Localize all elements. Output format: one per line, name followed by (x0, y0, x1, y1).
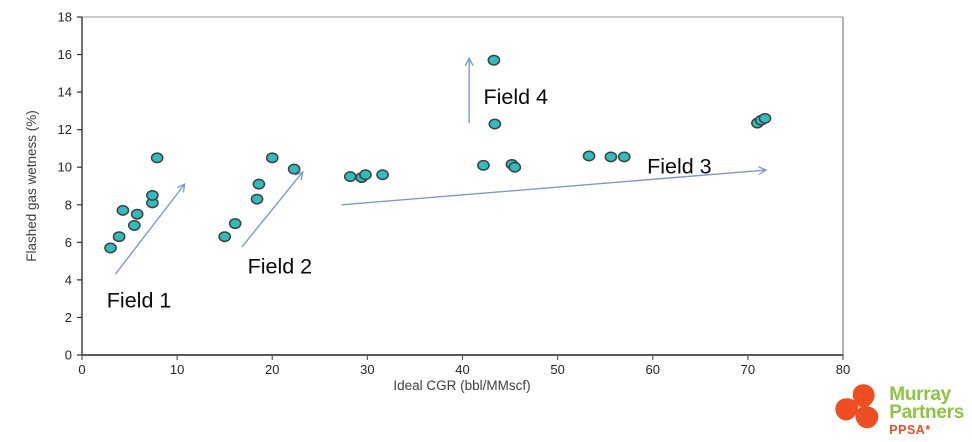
trend-arrows (114, 58, 766, 275)
plot-border (82, 16, 844, 355)
x-axis-ticks: 0 10 20 30 40 50 60 70 80 (78, 355, 850, 377)
data-point (582, 150, 596, 162)
data-point (250, 193, 264, 205)
data-point (477, 159, 490, 171)
data-point (116, 204, 130, 216)
x-tick-label: 70 (741, 362, 755, 377)
y-tick-label: 6 (65, 235, 72, 250)
y-axis-title: Flashed gas wetness (%) (24, 110, 39, 262)
logo-name-line1: Murray (889, 383, 951, 405)
data-point (218, 231, 232, 243)
logo-subtitle: PPSA* (889, 422, 931, 437)
trend-arrow (341, 170, 766, 206)
x-tick-label: 20 (265, 362, 279, 377)
y-tick-label: 16 (58, 47, 72, 62)
field-labels: Field 1 Field 2 Field 3 Field 4 (107, 85, 712, 313)
data-point (617, 151, 631, 163)
x-tick-label: 40 (455, 362, 469, 377)
x-tick-label: 50 (550, 362, 564, 377)
y-tick-label: 14 (58, 85, 72, 100)
data-point (127, 219, 141, 231)
y-tick-label: 4 (65, 272, 72, 287)
data-point (130, 208, 144, 220)
data-point (150, 152, 164, 164)
trend-arrow (114, 184, 184, 275)
data-point (252, 178, 266, 190)
data-point (343, 171, 357, 183)
x-axis-title: Ideal CGR (bbl/MMscf) (393, 378, 530, 393)
y-axis-ticks: 0 2 4 6 8 10 12 14 16 18 (58, 10, 82, 363)
field-label: Field 3 (647, 154, 712, 178)
x-tick-label: 60 (646, 362, 660, 377)
data-point (376, 169, 389, 181)
x-tick-label: 0 (78, 362, 85, 377)
data-point (488, 118, 502, 130)
logo-name-line2: Partners (889, 402, 964, 424)
data-point (287, 163, 301, 175)
y-tick-label: 8 (65, 197, 72, 212)
x-tick-label: 80 (836, 362, 850, 377)
data-point (487, 54, 501, 66)
y-tick-label: 0 (65, 348, 72, 363)
x-tick-label: 30 (360, 362, 374, 377)
field-label: Field 4 (483, 85, 548, 109)
logo-flower-icon (835, 383, 879, 428)
data-point (359, 169, 372, 181)
data-point (228, 218, 242, 230)
logo-petal-shape (835, 397, 859, 420)
logo-petal-shape (855, 405, 879, 428)
axes (81, 17, 843, 356)
data-point (604, 151, 618, 163)
y-tick-label: 12 (58, 122, 72, 137)
logo: Murray Partners PPSA* (834, 383, 964, 436)
field-label: Field 1 (107, 289, 172, 313)
field-label: Field 2 (248, 255, 313, 279)
x-tick-label: 10 (170, 362, 184, 377)
y-tick-label: 18 (58, 10, 72, 25)
data-point (265, 152, 279, 164)
data-point (758, 112, 772, 124)
logo-petal-shape (853, 383, 875, 407)
logo-text: Murray Partners PPSA* (889, 384, 964, 436)
data-point (146, 189, 159, 201)
data-point (112, 231, 126, 243)
data-point (104, 242, 117, 254)
trend-arrow (241, 172, 303, 248)
y-tick-label: 10 (58, 160, 72, 175)
data-points (104, 54, 772, 254)
y-tick-label: 2 (65, 310, 72, 325)
data-point (508, 161, 522, 173)
